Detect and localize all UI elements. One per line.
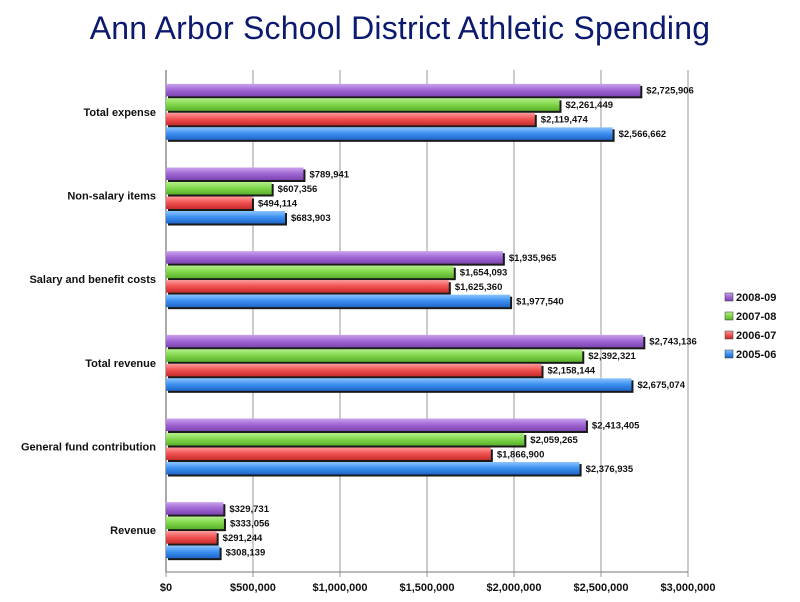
category-label: Revenue [110,525,156,537]
bar [166,265,454,279]
data-label: $2,743,136 [649,337,697,348]
x-tick-label: $1,000,000 [312,582,367,594]
category-label: General fund contribution [21,442,156,454]
x-tick-label: $0 [160,582,172,594]
data-label: $2,376,935 [586,464,634,475]
category-label: Total expense [83,107,156,119]
bar [166,418,586,431]
data-label: $2,413,405 [592,420,640,431]
data-label: $1,866,900 [497,449,545,460]
legend-label: 2005-06 [736,349,776,361]
legend-swatch [724,349,734,359]
data-label: $291,244 [223,533,263,544]
data-label: $2,059,265 [530,435,578,446]
legend-label: 2008-09 [736,292,776,304]
data-label: $329,731 [229,504,269,515]
data-label: $2,158,144 [548,366,596,377]
bar [166,112,535,126]
data-label: $1,935,965 [509,253,557,264]
bar [166,182,272,195]
data-label: $2,261,449 [565,100,613,111]
category-label: Total revenue [85,358,156,370]
bar [166,433,525,446]
data-label: $2,566,662 [619,129,667,140]
bar [166,211,285,224]
legend: 2008-09 2007-08 2006-07 2005-06 [724,292,776,361]
data-label: $333,056 [230,518,270,529]
x-tick-label: $500,000 [230,582,276,594]
bar [166,280,449,293]
bar [166,378,632,391]
x-tick-label: $2,500,000 [573,582,628,594]
legend-label: 2007-08 [736,311,776,323]
bar [166,531,217,544]
bar [166,334,644,348]
data-label: $789,941 [309,169,349,180]
bar [166,349,583,362]
x-tick-label: $3,000,000 [660,582,715,594]
data-label: $494,114 [258,198,298,209]
bar [166,167,304,180]
data-label: $683,903 [291,213,331,224]
chart-title: Ann Arbor School District Athletic Spend… [89,10,711,46]
bars [166,83,646,561]
bar [166,462,580,475]
data-label: $2,675,074 [637,380,685,391]
data-label: $607,356 [278,184,318,195]
category-label: Non-salary items [67,191,156,203]
data-label: $1,977,540 [516,296,564,307]
bar [166,196,252,209]
data-label: $308,139 [226,547,266,558]
x-tick-label: $2,000,000 [486,582,541,594]
legend-swatch [724,330,734,340]
bar [166,251,503,264]
data-label: $2,725,906 [646,86,694,97]
data-label: $2,392,321 [588,351,636,362]
data-label: $2,119,474 [541,115,589,126]
x-tick-label: $1,500,000 [399,582,454,594]
data-label: $1,654,093 [460,267,508,278]
bar [166,363,542,377]
gridlines [165,70,689,577]
bar [166,83,641,97]
data-label: $1,625,360 [455,282,503,293]
legend-swatch [724,292,734,302]
bar [166,98,560,111]
bar [166,545,220,559]
bar [166,447,491,460]
legend-swatch [724,311,734,321]
bar [166,294,511,308]
labels: $0 $500,000 $1,000,000 $1,500,000 $2,000,000… [21,86,716,594]
bar [166,516,224,530]
legend-label: 2006-07 [736,330,776,342]
bar [166,502,224,515]
bar [166,127,613,140]
category-label: Salary and benefit costs [29,274,156,286]
